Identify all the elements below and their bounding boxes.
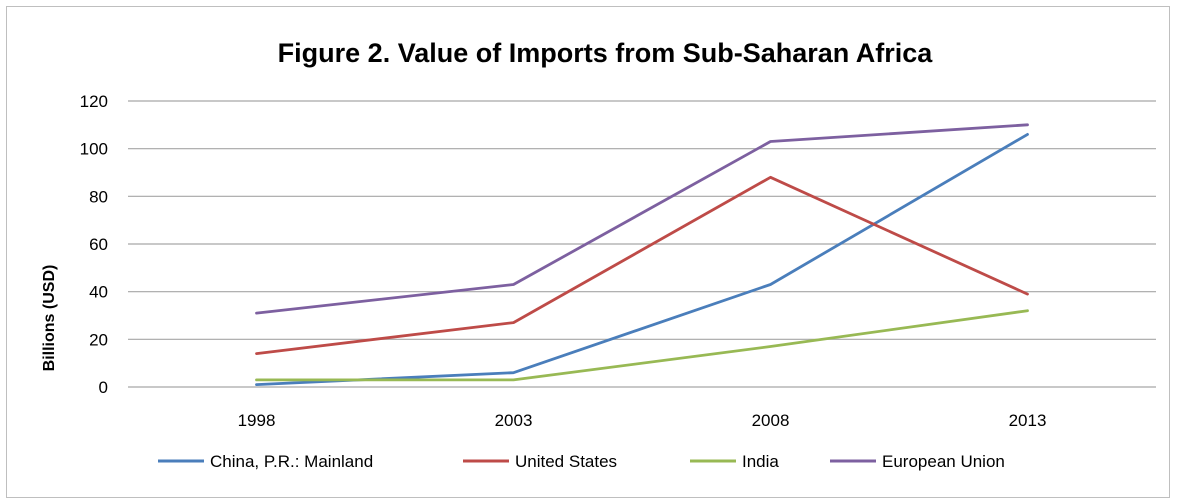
y-tick-label: 120 [80,92,108,111]
series-lines [255,123,1029,387]
series-line-european-union [255,123,1029,315]
x-tick-label: 1998 [238,411,276,430]
y-tick-label: 20 [89,330,108,349]
chart-title: Figure 2. Value of Imports from Sub-Saha… [278,38,934,68]
legend-label: European Union [882,452,1005,471]
y-tick-label: 40 [89,283,108,302]
chart-frame [6,6,1170,498]
y-tick-label: 80 [89,187,108,206]
y-tick-label: 100 [80,140,108,159]
y-axis-label: Billions (USD) [41,265,58,372]
x-axis-ticks: 1998 2003 2008 2013 [238,411,1047,430]
y-tick-label: 0 [99,378,108,397]
x-tick-label: 2008 [752,411,790,430]
series-line-united-states [255,175,1029,356]
legend: China, P.R.: Mainland United States India E… [158,452,1005,471]
legend-label: India [742,452,779,471]
legend-item: European Union [830,452,1005,471]
series-line-china-p-r-mainland [255,132,1029,387]
legend-label: China, P.R.: Mainland [210,452,373,471]
x-tick-label: 2013 [1009,411,1047,430]
legend-item: India [690,452,779,471]
legend-item: United States [463,452,617,471]
x-tick-label: 2003 [495,411,533,430]
legend-item: China, P.R.: Mainland [158,452,373,471]
y-tick-label: 60 [89,235,108,254]
series-line-india [255,309,1029,382]
gridlines [128,100,1156,388]
legend-label: United States [515,452,617,471]
y-axis-ticks: 0 20 40 60 80 100 120 [80,92,108,397]
